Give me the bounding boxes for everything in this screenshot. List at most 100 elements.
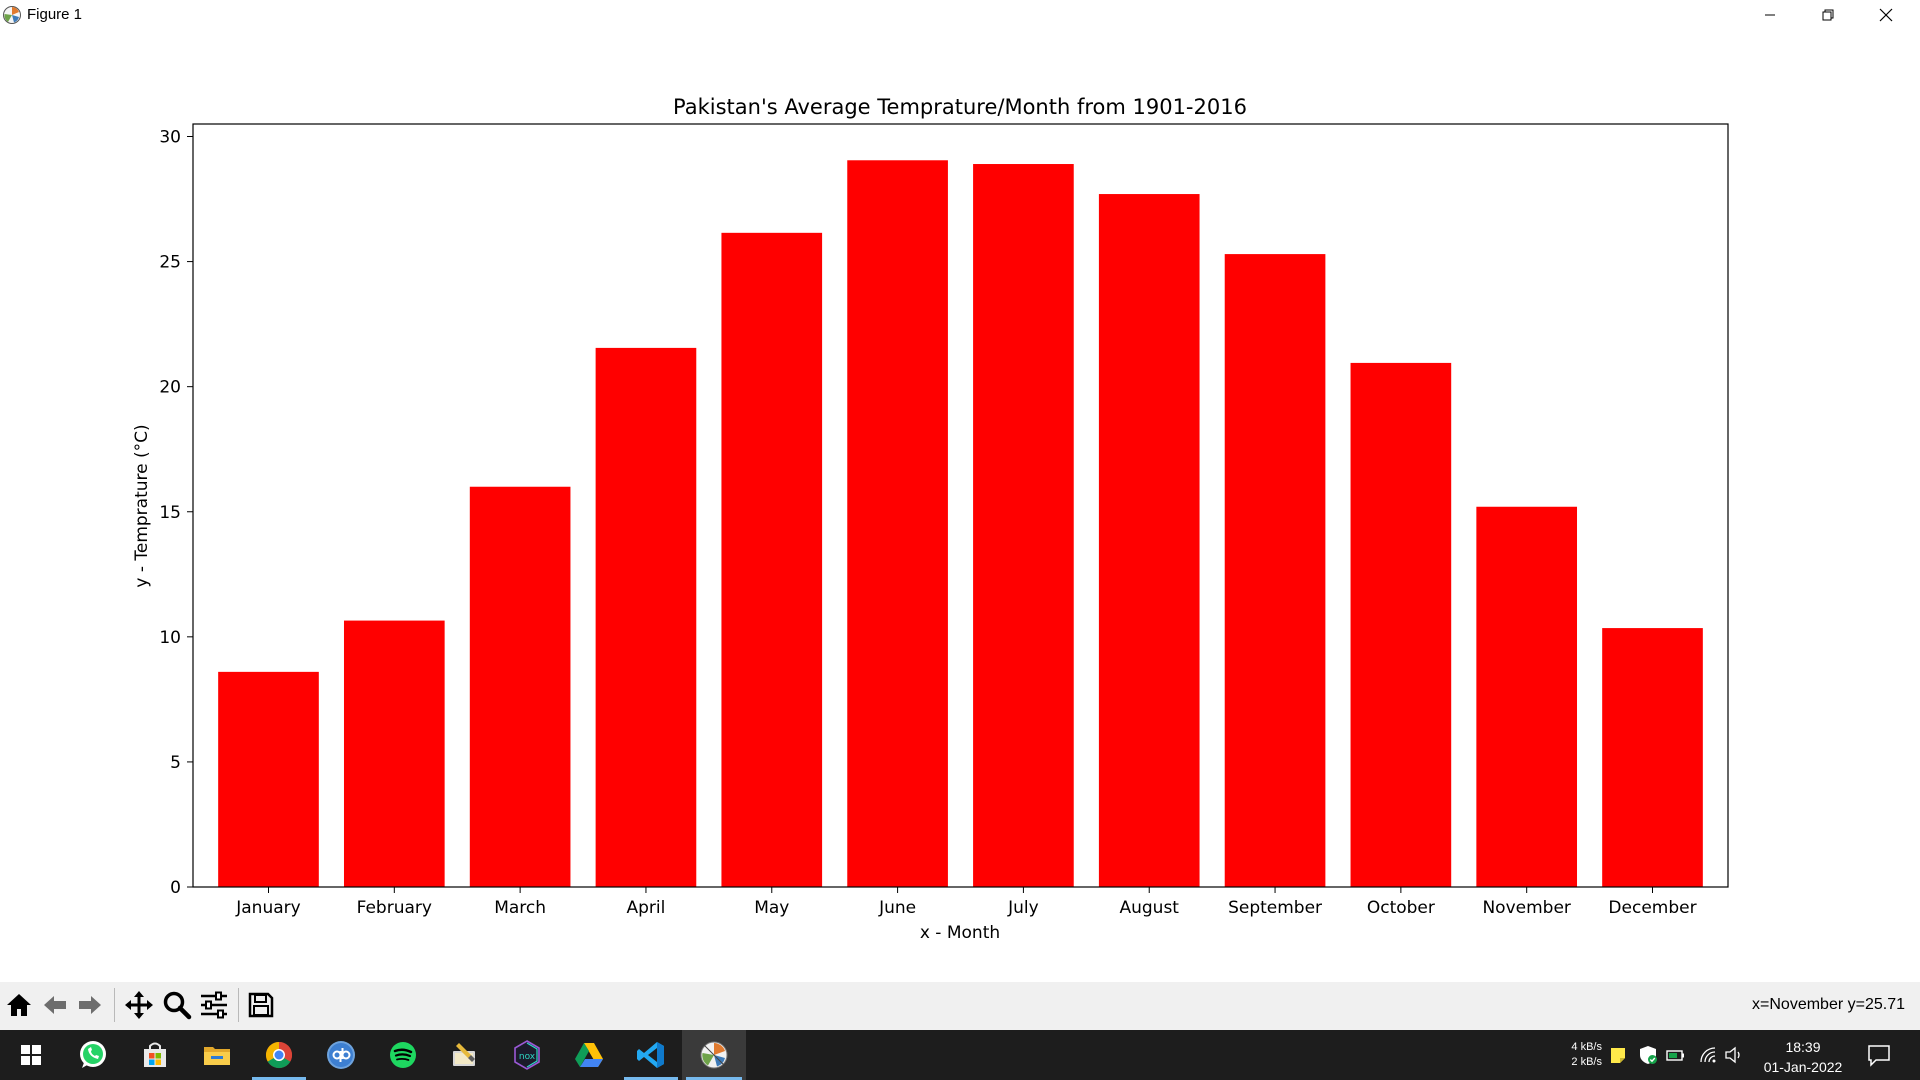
bar-january <box>218 671 319 887</box>
home-button[interactable] <box>2 986 36 1024</box>
x-tick-label: June <box>878 898 916 918</box>
bar-march <box>469 486 571 887</box>
x-tick-label: December <box>1608 898 1696 918</box>
toolbar-separator <box>114 988 115 1022</box>
configure-subplots-button[interactable] <box>197 986 231 1024</box>
y-tick-label: 30 <box>159 128 181 148</box>
configure-subplots-icon <box>201 991 227 1019</box>
x-tick-label: January <box>235 898 300 918</box>
spotify-icon <box>390 1042 416 1068</box>
file-explorer-icon <box>204 1047 230 1065</box>
pan-icon <box>125 991 153 1019</box>
x-tick-label: March <box>494 898 546 918</box>
taskbar-qbittorrent[interactable] <box>310 1030 372 1080</box>
restore-icon <box>1822 9 1834 21</box>
save-icon <box>248 992 274 1018</box>
pan-button[interactable] <box>122 986 156 1024</box>
y-tick-label: 0 <box>170 878 181 898</box>
close-button[interactable] <box>1857 0 1915 30</box>
y-axis: 0 5 10 15 20 25 30 <box>159 128 193 898</box>
x-tick-label: April <box>627 898 666 918</box>
battery-icon[interactable] <box>1666 1045 1686 1065</box>
start-button[interactable] <box>0 1030 62 1080</box>
chrome-icon <box>265 1041 293 1069</box>
x-tick-label: August <box>1119 898 1179 918</box>
x-axis: January February March April May June July Augu… <box>235 887 1697 918</box>
zoom-icon <box>163 991 192 1020</box>
taskbar-paint[interactable] <box>434 1030 496 1080</box>
home-icon <box>7 994 31 1016</box>
taskbar-google-drive[interactable] <box>558 1030 620 1080</box>
taskbar: nox 4 kB/s 2 kB/s <box>0 1030 1920 1080</box>
x-tick-label: May <box>754 898 789 918</box>
y-tick-label: 15 <box>159 503 181 523</box>
restore-button[interactable] <box>1799 0 1857 30</box>
taskbar-file-explorer[interactable] <box>186 1030 248 1080</box>
y-tick-label: 20 <box>159 378 181 398</box>
chart-title: Pakistan's Average Temprature/Month from… <box>673 95 1247 119</box>
y-tick-label: 5 <box>170 753 181 773</box>
taskbar-microsoft-store[interactable] <box>124 1030 186 1080</box>
taskbar-nox[interactable]: nox <box>496 1030 558 1080</box>
taskbar-whatsapp[interactable] <box>62 1030 124 1080</box>
minimize-button[interactable] <box>1741 0 1799 30</box>
toolbar-separator <box>238 988 239 1022</box>
y-tick-label: 10 <box>159 628 181 648</box>
x-tick-label: February <box>357 898 432 918</box>
cursor-coordinates: x=November y=25.71 <box>1752 996 1905 1013</box>
x-axis-label: x - Month <box>920 923 1000 943</box>
bar-december <box>1602 628 1703 887</box>
bar-november <box>1476 506 1578 887</box>
wifi-icon[interactable] <box>1698 1045 1718 1065</box>
bar-february <box>343 620 445 887</box>
bars-group <box>218 160 1703 888</box>
system-clock[interactable]: 18:39 01-Jan-2022 <box>1748 1037 1858 1077</box>
notifications-icon[interactable] <box>1866 1042 1892 1068</box>
zoom-button[interactable] <box>160 986 194 1024</box>
network-download-speed: 2 kB/s <box>1571 1056 1602 1068</box>
network-upload-speed: 4 kB/s <box>1571 1041 1602 1053</box>
x-tick-label: July <box>1007 898 1039 918</box>
save-button[interactable] <box>244 986 278 1024</box>
forward-button[interactable] <box>73 986 107 1024</box>
taskbar-chrome[interactable] <box>248 1030 310 1080</box>
qbittorrent-icon <box>327 1041 355 1069</box>
back-icon <box>44 996 66 1014</box>
nox-icon-lettering: nox <box>519 1052 536 1062</box>
clock-date: 01-Jan-2022 <box>1763 1059 1843 1075</box>
google-drive-icon <box>575 1043 603 1067</box>
navigation-toolbar: x=November y=25.71 <box>0 982 1920 1030</box>
bar-july <box>973 164 1074 887</box>
x-tick-label: October <box>1367 898 1435 918</box>
taskbar-spotify[interactable] <box>372 1030 434 1080</box>
network-speed: 4 kB/s 2 kB/s <box>1558 1040 1602 1070</box>
back-button[interactable] <box>38 986 72 1024</box>
bar-may <box>721 232 823 888</box>
minimize-icon <box>1765 14 1775 16</box>
taskbar-vscode[interactable] <box>620 1030 682 1080</box>
windows-start-icon <box>21 1045 41 1065</box>
nox-icon: nox <box>514 1040 540 1070</box>
bar-october <box>1350 362 1452 887</box>
window-title: Figure 1 <box>27 6 83 23</box>
bar-september <box>1224 254 1326 887</box>
taskbar-python-figure[interactable] <box>682 1030 746 1080</box>
figure-canvas[interactable]: Pakistan's Average Temprature/Month from… <box>0 30 1920 982</box>
python-figure-icon <box>700 1041 728 1069</box>
plot-frame <box>192 123 1729 888</box>
bar-april <box>595 347 697 887</box>
forward-icon <box>79 996 101 1014</box>
paint-icon <box>453 1043 475 1066</box>
sticky-notes-icon[interactable] <box>1608 1045 1628 1065</box>
microsoft-store-icon <box>144 1042 166 1067</box>
x-tick-label: September <box>1228 898 1322 918</box>
x-tick-label: November <box>1482 898 1570 918</box>
windows-security-icon[interactable] <box>1638 1045 1658 1065</box>
close-icon <box>1879 8 1893 22</box>
whatsapp-icon <box>80 1041 106 1068</box>
matplotlib-icon <box>3 6 21 24</box>
y-axis-label: y - Temprature (°C) <box>132 424 152 587</box>
volume-icon[interactable] <box>1724 1045 1744 1065</box>
clock-time: 18:39 <box>1785 1039 1821 1055</box>
window-titlebar: Figure 1 <box>0 0 1920 30</box>
